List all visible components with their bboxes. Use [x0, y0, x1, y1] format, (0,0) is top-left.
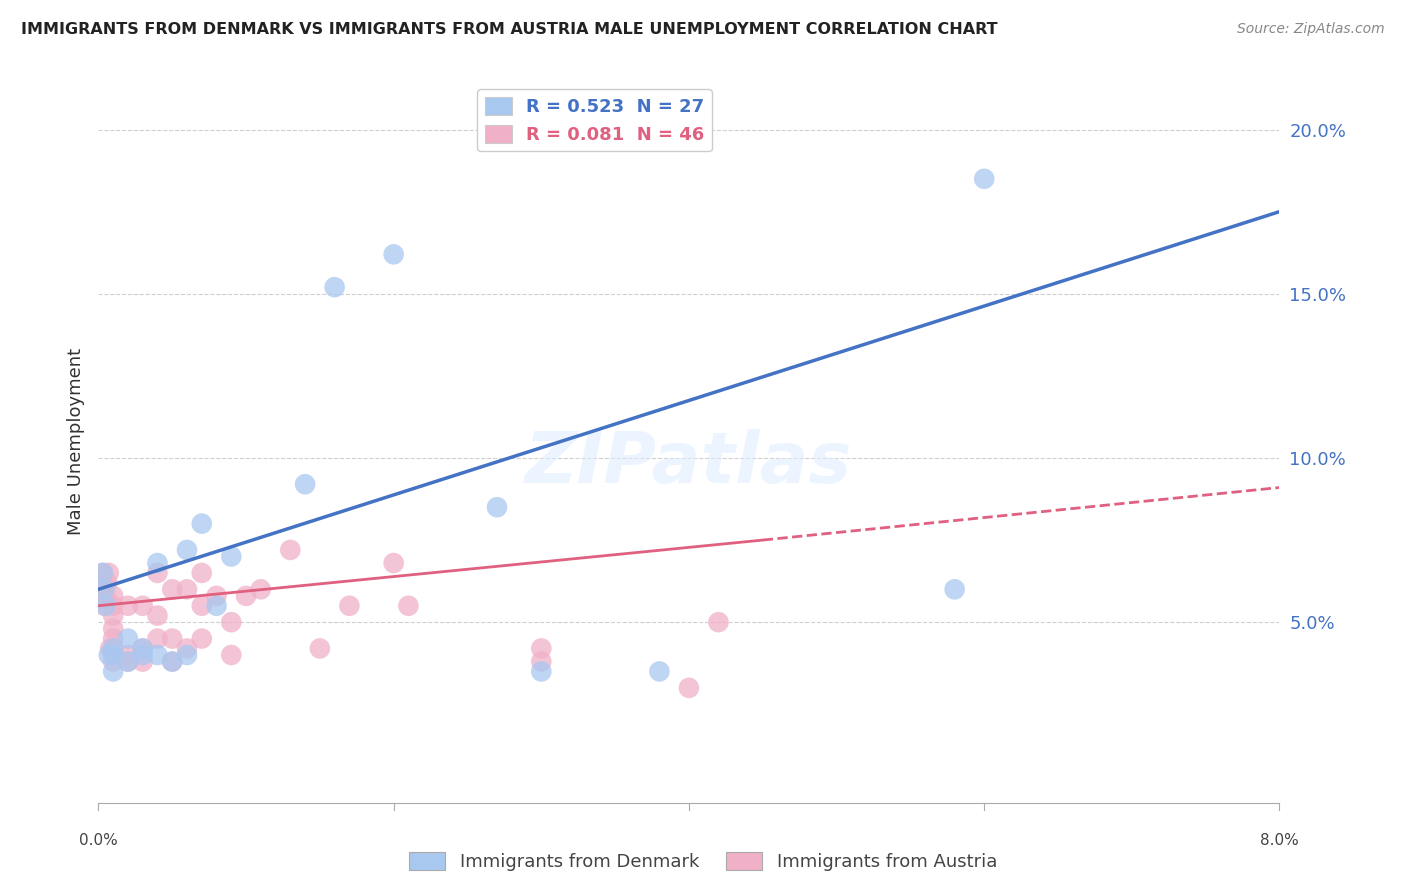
Point	[486, 500, 509, 515]
Point	[191, 566, 214, 580]
Point	[93, 599, 115, 613]
Point	[678, 681, 700, 695]
Point	[103, 665, 125, 679]
Point	[103, 648, 125, 662]
Text: 0.0%: 0.0%	[79, 833, 118, 848]
Point	[132, 641, 155, 656]
Point	[280, 542, 302, 557]
Point	[176, 582, 198, 597]
Point	[117, 599, 139, 613]
Point	[146, 556, 169, 570]
Legend: R = 0.523  N = 27, R = 0.081  N = 46: R = 0.523 N = 27, R = 0.081 N = 46	[478, 89, 711, 152]
Point	[103, 608, 125, 623]
Point	[103, 632, 125, 646]
Point	[191, 516, 214, 531]
Point	[339, 599, 361, 613]
Point	[117, 648, 139, 662]
Point	[162, 655, 183, 669]
Point	[221, 549, 243, 564]
Point	[530, 665, 553, 679]
Point	[176, 648, 198, 662]
Point	[103, 655, 125, 669]
Point	[221, 615, 243, 630]
Text: ZIPatlas: ZIPatlas	[526, 429, 852, 498]
Point	[132, 599, 155, 613]
Point	[117, 655, 139, 669]
Text: Source: ZipAtlas.com: Source: ZipAtlas.com	[1237, 22, 1385, 37]
Point	[162, 582, 183, 597]
Point	[943, 582, 966, 597]
Point	[530, 641, 553, 656]
Point	[103, 589, 125, 603]
Point	[146, 566, 169, 580]
Point	[94, 589, 117, 603]
Text: 8.0%: 8.0%	[1260, 833, 1299, 848]
Point	[309, 641, 332, 656]
Point	[97, 648, 120, 662]
Text: IMMIGRANTS FROM DENMARK VS IMMIGRANTS FROM AUSTRIA MALE UNEMPLOYMENT CORRELATION: IMMIGRANTS FROM DENMARK VS IMMIGRANTS FR…	[21, 22, 998, 37]
Point	[973, 171, 995, 186]
Point	[117, 632, 139, 646]
Y-axis label: Male Unemployment: Male Unemployment	[66, 348, 84, 535]
Point	[98, 641, 121, 656]
Point	[91, 566, 114, 580]
Point	[103, 641, 125, 656]
Point	[103, 641, 125, 656]
Point	[648, 665, 671, 679]
Point	[103, 599, 125, 613]
Point	[103, 648, 125, 662]
Point	[146, 632, 169, 646]
Point	[162, 655, 183, 669]
Point	[323, 280, 346, 294]
Point	[117, 655, 139, 669]
Point	[294, 477, 316, 491]
Point	[162, 632, 183, 646]
Point	[103, 622, 125, 636]
Point	[93, 582, 115, 597]
Point	[146, 648, 169, 662]
Point	[90, 582, 112, 597]
Legend: Immigrants from Denmark, Immigrants from Austria: Immigrants from Denmark, Immigrants from…	[402, 845, 1004, 879]
Point	[176, 641, 198, 656]
Point	[205, 589, 228, 603]
Point	[191, 599, 214, 613]
Point	[250, 582, 273, 597]
Point	[191, 632, 214, 646]
Point	[91, 566, 114, 580]
Point	[398, 599, 420, 613]
Point	[146, 608, 169, 623]
Point	[707, 615, 730, 630]
Point	[205, 599, 228, 613]
Point	[132, 648, 155, 662]
Point	[132, 641, 155, 656]
Point	[235, 589, 257, 603]
Point	[221, 648, 243, 662]
Point	[96, 575, 118, 590]
Point	[382, 556, 405, 570]
Point	[530, 655, 553, 669]
Point	[382, 247, 405, 261]
Point	[97, 566, 120, 580]
Point	[176, 542, 198, 557]
Point	[94, 599, 117, 613]
Point	[132, 655, 155, 669]
